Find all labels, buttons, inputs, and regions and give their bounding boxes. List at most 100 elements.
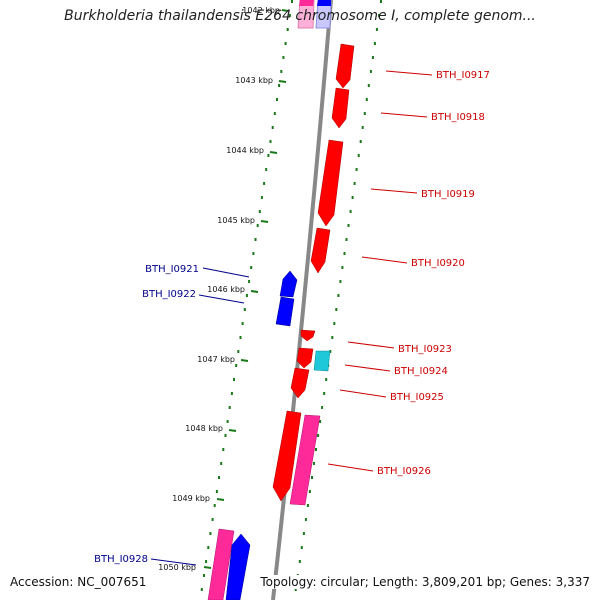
gene-label-bth-i0923[interactable]: BTH_I0923	[398, 344, 452, 355]
gene-label-bth-i0919[interactable]: BTH_I0919	[421, 189, 475, 200]
gene-feature-pink-top[interactable]	[297, 0, 315, 29]
track-dot	[209, 532, 212, 535]
track-dot	[218, 476, 220, 479]
track-dot	[359, 140, 362, 143]
gene-feature-cyan[interactable]	[313, 350, 331, 372]
gene-label-bth-i0921[interactable]: BTH_I0921	[145, 264, 199, 275]
gene-feature-bth-i0919[interactable]	[317, 139, 344, 227]
track-dot	[349, 210, 352, 213]
track-dot	[203, 574, 205, 577]
track-dot	[213, 504, 216, 507]
gene-labels: BTH_I0917 BTH_I0918 BTH_I0919 BTH_I0920 …	[94, 70, 490, 565]
track-dot	[222, 448, 225, 451]
chromosome-backbone	[271, 0, 333, 600]
track-dot	[361, 126, 364, 129]
gene-feature-pink-top-solid[interactable]	[299, 0, 314, 6]
tick-label: 1050 kbp	[158, 563, 196, 572]
track-dot	[205, 560, 208, 563]
tick-label: 1048 kbp	[185, 424, 223, 433]
gene-feature-blue-top-solid[interactable]	[317, 0, 331, 6]
track-dot	[235, 364, 238, 367]
track-dot	[248, 280, 251, 283]
track-dot	[369, 70, 372, 73]
gene-label-bth-i0918[interactable]: BTH_I0918	[431, 112, 485, 123]
track-dot	[233, 378, 235, 381]
gene-label-bth-i0928[interactable]: BTH_I0928	[94, 554, 148, 565]
gene-feature-bth-i0918[interactable]	[331, 87, 350, 129]
track-dot	[265, 168, 268, 171]
track-dot	[278, 84, 281, 87]
gene-label-bth-i0925[interactable]: BTH_I0925	[390, 392, 444, 403]
tick: 1047 kbp	[197, 355, 249, 364]
track-dot	[243, 308, 246, 311]
gene-label-bth-i0926[interactable]: BTH_I0926	[377, 466, 431, 477]
track-dot	[347, 224, 350, 227]
tick: 1046 kbp	[207, 285, 259, 294]
accession-text: Accession: NC_007651	[10, 575, 150, 589]
tick-label: 1042 kbp	[242, 6, 280, 15]
track-dot	[280, 70, 283, 73]
track-dot	[288, 14, 291, 17]
gene-feature-bth-i0924[interactable]	[296, 347, 314, 369]
track-dot	[226, 420, 229, 423]
track-dot	[200, 588, 203, 591]
track-dot	[258, 210, 261, 213]
track-dot	[273, 112, 276, 115]
track-dot	[207, 546, 210, 549]
track-dot	[315, 448, 317, 451]
gene-feature-bth-i0926[interactable]	[272, 410, 302, 502]
gene-feature-pink-bottom[interactable]	[207, 528, 235, 600]
gene-label-bth-i0920[interactable]: BTH_I0920	[411, 258, 465, 269]
track-dot	[367, 84, 370, 87]
gene-label-bth-i0924[interactable]: BTH_I0924	[394, 366, 448, 377]
track-dot	[365, 98, 368, 101]
track-dot	[355, 168, 358, 171]
track-dot	[300, 546, 303, 549]
gene-feature-bth-i0917[interactable]	[335, 43, 355, 89]
track-dot	[284, 42, 287, 45]
track-dot	[256, 224, 259, 227]
track-dot	[267, 154, 270, 157]
label-leaders	[150, 70, 433, 566]
tick-label: 1049 kbp	[172, 494, 210, 503]
track-dot	[215, 490, 218, 493]
track-dot	[291, 0, 293, 3]
genome-summary-text: Topology: circular; Length: 3,809,201 bp…	[257, 575, 590, 589]
track-dot	[343, 252, 346, 255]
gene-feature-bth-i0925[interactable]	[290, 367, 310, 399]
track-dot	[325, 378, 328, 381]
gene-feature-pink[interactable]	[289, 414, 321, 506]
gene-feature-bth-i0920[interactable]	[310, 227, 331, 274]
gene-feature-blue-top[interactable]	[315, 0, 332, 29]
track-dot	[276, 98, 278, 101]
track-dot	[263, 182, 266, 185]
track-dot	[239, 336, 242, 339]
track-dot	[375, 28, 378, 31]
track-dot	[230, 392, 233, 395]
gene-feature-bth-i0921[interactable]	[279, 270, 298, 298]
gene-feature-bth-i0922[interactable]	[275, 296, 295, 327]
track-dot	[260, 196, 263, 199]
track-dot	[306, 504, 309, 507]
track-dot	[329, 350, 332, 353]
track-dot	[308, 490, 311, 493]
gene-feature-bth-i0923[interactable]	[300, 329, 316, 342]
gene-feature-bth-i0928[interactable]	[225, 533, 251, 600]
track-dot	[357, 154, 360, 157]
track-dot	[211, 518, 214, 521]
track-dot	[337, 294, 340, 297]
tick-label: 1044 kbp	[226, 146, 264, 155]
tick-group: 1042 kbp 1043 kbp 1044 kbp 1045 kbp 1046…	[158, 6, 289, 572]
map-title: Burkholderia thailandensis E264 chromoso…	[64, 8, 536, 24]
track-dot	[294, 588, 297, 591]
track-dot	[228, 406, 231, 409]
gene-label-bth-i0922[interactable]: BTH_I0922	[142, 289, 196, 300]
track-dot	[311, 476, 313, 479]
track-dot	[333, 322, 336, 325]
track-dot	[224, 434, 227, 437]
gene-label-bth-i0917[interactable]: BTH_I0917	[436, 70, 490, 81]
track-dot	[313, 462, 315, 465]
track-dot	[304, 518, 307, 521]
tick-label: 1046 kbp	[207, 285, 245, 294]
